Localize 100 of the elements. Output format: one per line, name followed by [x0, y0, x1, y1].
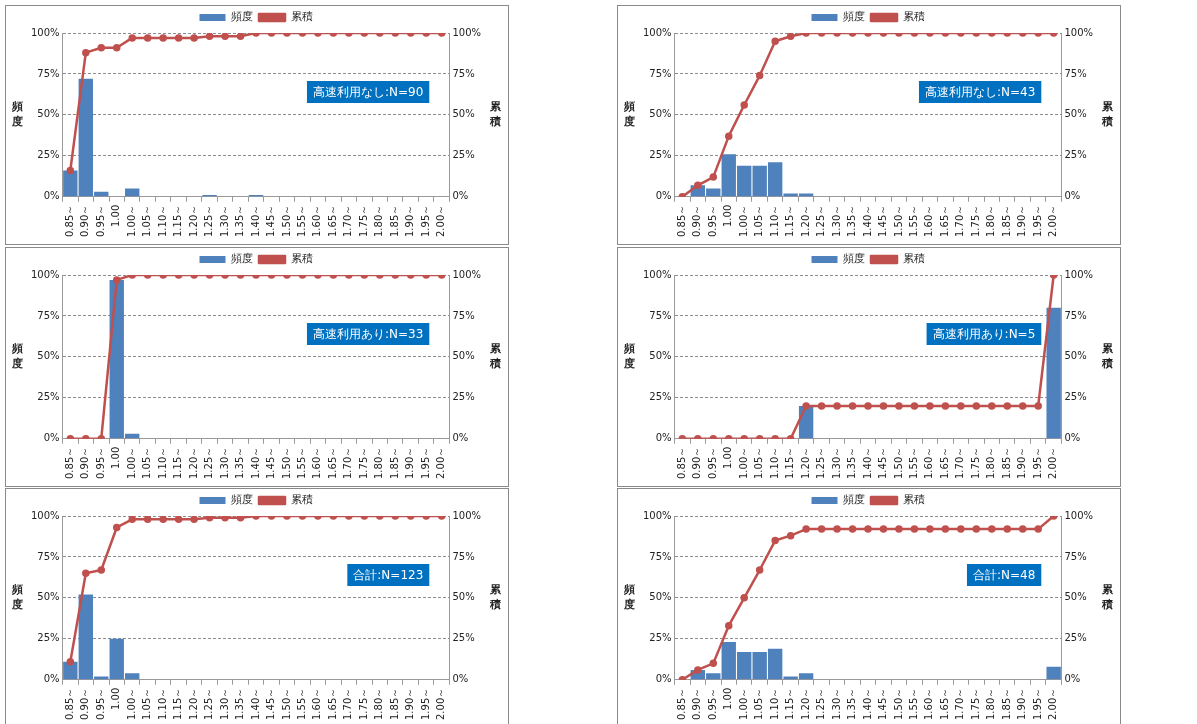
- legend-label: 累積: [290, 493, 313, 507]
- x-tick-label: 1.50～: [892, 446, 904, 479]
- x-tick-label: 1.50～: [892, 204, 904, 237]
- x-tick-label: 1.30～: [830, 204, 842, 237]
- x-tick-label: 1.15～: [172, 204, 184, 237]
- legend-label: 頻度: [843, 10, 865, 24]
- y2-tick-label: 75%: [1064, 550, 1087, 562]
- y2-tick-label: 25%: [452, 149, 475, 161]
- x-tick-label: 1.55～: [908, 204, 920, 237]
- y-tick-label: 0%: [43, 432, 60, 444]
- y-axis-title: 頻度: [622, 100, 635, 129]
- x-tick-label: 1.10～: [156, 687, 168, 720]
- x-tick-label: 0.85～: [675, 204, 687, 237]
- x-tick-label: 0.85～: [675, 446, 687, 479]
- x-tick-label: 0.95～: [706, 446, 718, 479]
- x-tick-label: 1.30～: [830, 687, 842, 720]
- x-tick-label: 1.15～: [172, 446, 184, 479]
- y-axis-title: 頻度: [622, 583, 635, 612]
- x-tick-label: 1.55～: [908, 687, 920, 720]
- x-tick-label: 0.85～: [63, 204, 75, 237]
- x-tick-label: 1.05～: [753, 446, 765, 479]
- y2-tick-label: 100%: [1064, 26, 1093, 38]
- x-tick-label: 1.50～: [280, 204, 292, 237]
- x-tick-label: 1.70～: [954, 446, 966, 479]
- x-tick-label: 2.00～: [435, 446, 447, 479]
- y2-tick-label: 0%: [1064, 190, 1081, 202]
- y-tick-label: 50%: [37, 350, 60, 362]
- x-tick-label: 1.00～: [737, 204, 749, 237]
- x-tick-label: 1.25～: [203, 446, 215, 479]
- y2-tick-label: 50%: [1064, 591, 1087, 603]
- legend-label: 頻度: [231, 252, 253, 266]
- y2-axis-title: 累積: [488, 100, 502, 129]
- x-tick-label: 1.75～: [357, 204, 369, 237]
- x-tick-label: 1.00～: [125, 204, 137, 237]
- x-tick-label: 1.15～: [784, 687, 796, 720]
- x-tick-label: 1.90～: [404, 204, 416, 237]
- x-tick-label: 0.90～: [79, 687, 91, 720]
- y2-tick-label: 75%: [452, 309, 475, 321]
- y-axis-title: 頻度: [10, 583, 23, 612]
- x-tick-label: 1.55～: [296, 446, 308, 479]
- x-tick-label: 1.35～: [234, 204, 246, 237]
- y2-tick-label: 25%: [452, 632, 475, 644]
- x-tick-label: 0.85～: [675, 687, 687, 720]
- y-tick-label: 75%: [37, 67, 60, 79]
- x-tick-label: 1.30～: [218, 687, 230, 720]
- x-tick-label: 1.00～: [125, 446, 137, 479]
- x-tick-label: 1.00: [722, 204, 734, 227]
- y-tick-label: 100%: [31, 509, 60, 521]
- x-tick-label: 2.00～: [1047, 204, 1059, 237]
- y-tick-label: 25%: [37, 632, 60, 644]
- y-tick-label: 25%: [37, 149, 60, 161]
- x-tick-label: 1.60～: [311, 204, 323, 237]
- y2-tick-label: 0%: [452, 673, 469, 685]
- x-tick-label: 0.90～: [691, 204, 703, 237]
- x-tick-label: 0.95～: [706, 687, 718, 720]
- x-tick-label: 0.95～: [94, 204, 106, 237]
- y2-axis-title: 累積: [1100, 100, 1114, 129]
- x-tick-label: 1.90～: [404, 687, 416, 720]
- x-tick-label: 1.75～: [357, 687, 369, 720]
- x-tick-label: 1.35～: [846, 446, 858, 479]
- y2-axis-title: 累積: [488, 583, 502, 612]
- x-tick-label: 1.65～: [938, 687, 950, 720]
- x-tick-label: 1.65～: [326, 687, 338, 720]
- x-tick-label: 0.90～: [79, 446, 91, 479]
- x-tick-label: 1.90～: [1016, 204, 1028, 237]
- y2-tick-label: 50%: [452, 350, 475, 362]
- y2-tick-label: 25%: [1064, 391, 1087, 403]
- x-tick-label: 1.00: [110, 446, 122, 469]
- x-tick-label: 0.90～: [79, 204, 91, 237]
- x-tick-label: 1.40～: [861, 204, 873, 237]
- x-tick-label: 1.20～: [187, 446, 199, 479]
- x-tick-label: 1.90～: [1016, 687, 1028, 720]
- x-tick-label: 2.00～: [1047, 446, 1059, 479]
- x-tick-label: 1.60～: [311, 687, 323, 720]
- x-tick-label: 1.75～: [969, 204, 981, 237]
- x-tick-label: 0.95～: [94, 446, 106, 479]
- y-axis-title: 頻度: [10, 342, 23, 371]
- x-tick-label: 1.35～: [846, 204, 858, 237]
- x-tick-label: 1.30～: [218, 204, 230, 237]
- x-tick-label: 1.05～: [141, 204, 153, 237]
- x-tick-label: 1.55～: [296, 687, 308, 720]
- y2-tick-label: 100%: [452, 26, 481, 38]
- x-tick-label: 1.70～: [954, 687, 966, 720]
- y-tick-label: 50%: [37, 108, 60, 120]
- y-tick-label: 75%: [37, 550, 60, 562]
- x-tick-label: 1.90～: [404, 446, 416, 479]
- x-tick-label: 1.30～: [830, 446, 842, 479]
- x-tick-label: 1.70～: [342, 204, 354, 237]
- x-tick-label: 1.70～: [954, 204, 966, 237]
- annotation: 高速利用あり:N=33: [312, 327, 424, 342]
- annotation: 合計:N=123: [353, 568, 424, 583]
- x-tick-label: 1.75～: [357, 446, 369, 479]
- y-tick-label: 75%: [649, 309, 672, 321]
- y-tick-label: 0%: [655, 673, 672, 685]
- legend-label: 累積: [902, 10, 925, 24]
- x-tick-label: 1.10～: [156, 204, 168, 237]
- x-tick-label: 1.70～: [342, 687, 354, 720]
- x-tick-label: 1.95～: [1031, 687, 1043, 720]
- x-tick-label: 1.35～: [846, 687, 858, 720]
- x-tick-label: 1.50～: [892, 687, 904, 720]
